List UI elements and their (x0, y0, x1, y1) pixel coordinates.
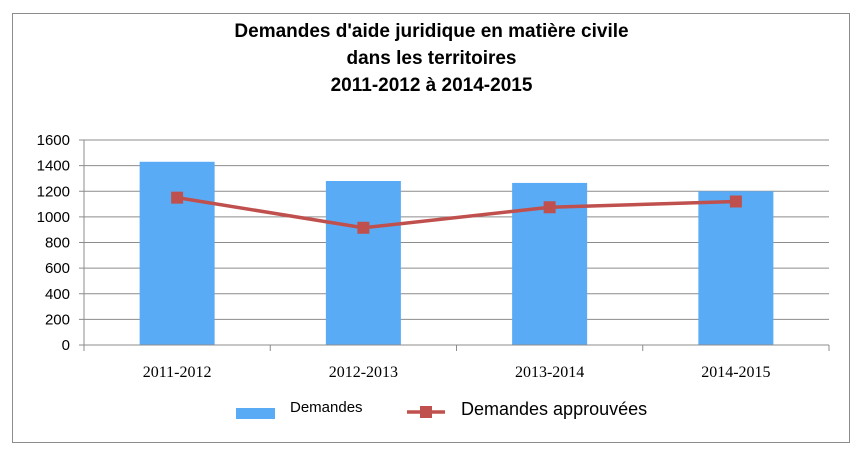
y-tick-label: 400 (45, 286, 70, 303)
x-tick-label: 2012-2013 (329, 364, 398, 381)
y-tick-label: 800 (45, 235, 70, 252)
line-marker (357, 221, 370, 234)
bar (698, 191, 774, 345)
series-line (176, 195, 736, 230)
y-tick-label: 1600 (37, 132, 70, 149)
legend-swatch-bar (236, 408, 275, 419)
line-marker (729, 195, 742, 208)
chart-title-line-3: 2011-2012 à 2014-2015 (330, 75, 533, 96)
bar (139, 161, 215, 345)
line-marker (171, 191, 184, 204)
y-tick-label: 600 (45, 260, 70, 277)
y-tick-label: 1200 (37, 183, 70, 200)
chart-title-line-2: dans les territoires (346, 48, 517, 69)
bar (325, 181, 401, 345)
chart-title-line-1: Demandes d'aide juridique en matière civ… (234, 21, 629, 42)
chart-title: Demandes d'aide juridique en matière civ… (0, 18, 863, 99)
x-tick-label: 2014-2015 (701, 364, 770, 381)
y-tick-label: 1000 (37, 209, 70, 226)
y-tick-label: 0 (62, 337, 70, 354)
x-tick-label: 2011-2012 (143, 364, 212, 381)
y-tick-label: 200 (45, 311, 70, 328)
legend-label-approuvees: Demandes approuvées (461, 399, 647, 419)
y-tick-label: 1400 (37, 158, 70, 175)
x-tick-label: 2013-2014 (515, 364, 584, 381)
line-marker (543, 201, 556, 214)
legend-swatch-marker (420, 406, 432, 418)
legend-label-demandes: Demandes (290, 399, 363, 416)
